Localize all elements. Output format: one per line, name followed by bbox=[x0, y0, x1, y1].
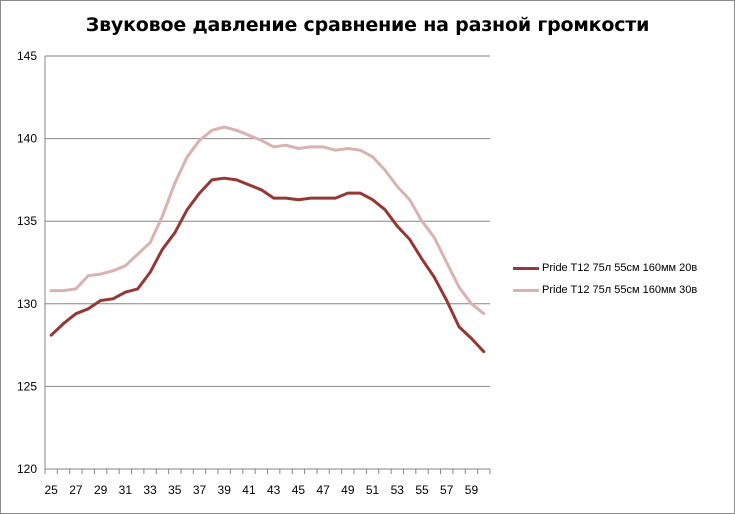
x-tick-label: 31 bbox=[119, 483, 133, 497]
y-tick-label: 140 bbox=[17, 132, 37, 146]
legend-swatch-30v bbox=[513, 288, 539, 292]
series-line-30v bbox=[49, 125, 486, 316]
x-tick-label: 37 bbox=[193, 483, 207, 497]
y-tick-label: 135 bbox=[17, 214, 37, 228]
x-tick-label: 51 bbox=[366, 483, 380, 497]
y-tick-label: 145 bbox=[17, 49, 37, 63]
legend-item-20v: Pride T12 75л 55см 160мм 20в bbox=[513, 257, 697, 279]
x-tick-label: 43 bbox=[267, 483, 281, 497]
x-tick-label: 25 bbox=[45, 483, 59, 497]
legend-label-30v: Pride T12 75л 55см 160мм 30в bbox=[542, 284, 698, 296]
x-tick-label: 41 bbox=[242, 483, 256, 497]
x-tick-label: 59 bbox=[465, 483, 479, 497]
x-tick-label: 53 bbox=[391, 483, 405, 497]
x-tick-label: 27 bbox=[69, 483, 83, 497]
x-tick-label: 57 bbox=[440, 483, 454, 497]
x-tick-label: 49 bbox=[341, 483, 355, 497]
x-tick-label: 29 bbox=[94, 483, 108, 497]
legend-swatch-20v bbox=[513, 266, 539, 270]
legend-item-30v: Pride T12 75л 55см 160мм 30в bbox=[513, 279, 697, 301]
x-tick-label: 45 bbox=[292, 483, 306, 497]
series-line-20v bbox=[49, 176, 486, 354]
y-tick-label: 125 bbox=[17, 379, 37, 393]
x-tick-label: 35 bbox=[168, 483, 182, 497]
x-tick-label: 55 bbox=[415, 483, 429, 497]
x-tick-label: 47 bbox=[316, 483, 330, 497]
y-tick-label: 130 bbox=[17, 297, 37, 311]
y-tick-label: 120 bbox=[17, 462, 37, 476]
legend: Pride T12 75л 55см 160мм 20в Pride T12 7… bbox=[513, 257, 697, 301]
x-tick-label: 33 bbox=[143, 483, 157, 497]
legend-label-20v: Pride T12 75л 55см 160мм 20в bbox=[542, 262, 698, 274]
chart-title: Звуковое давление сравнение на разной гр… bbox=[85, 14, 650, 36]
x-tick-label: 39 bbox=[218, 483, 232, 497]
